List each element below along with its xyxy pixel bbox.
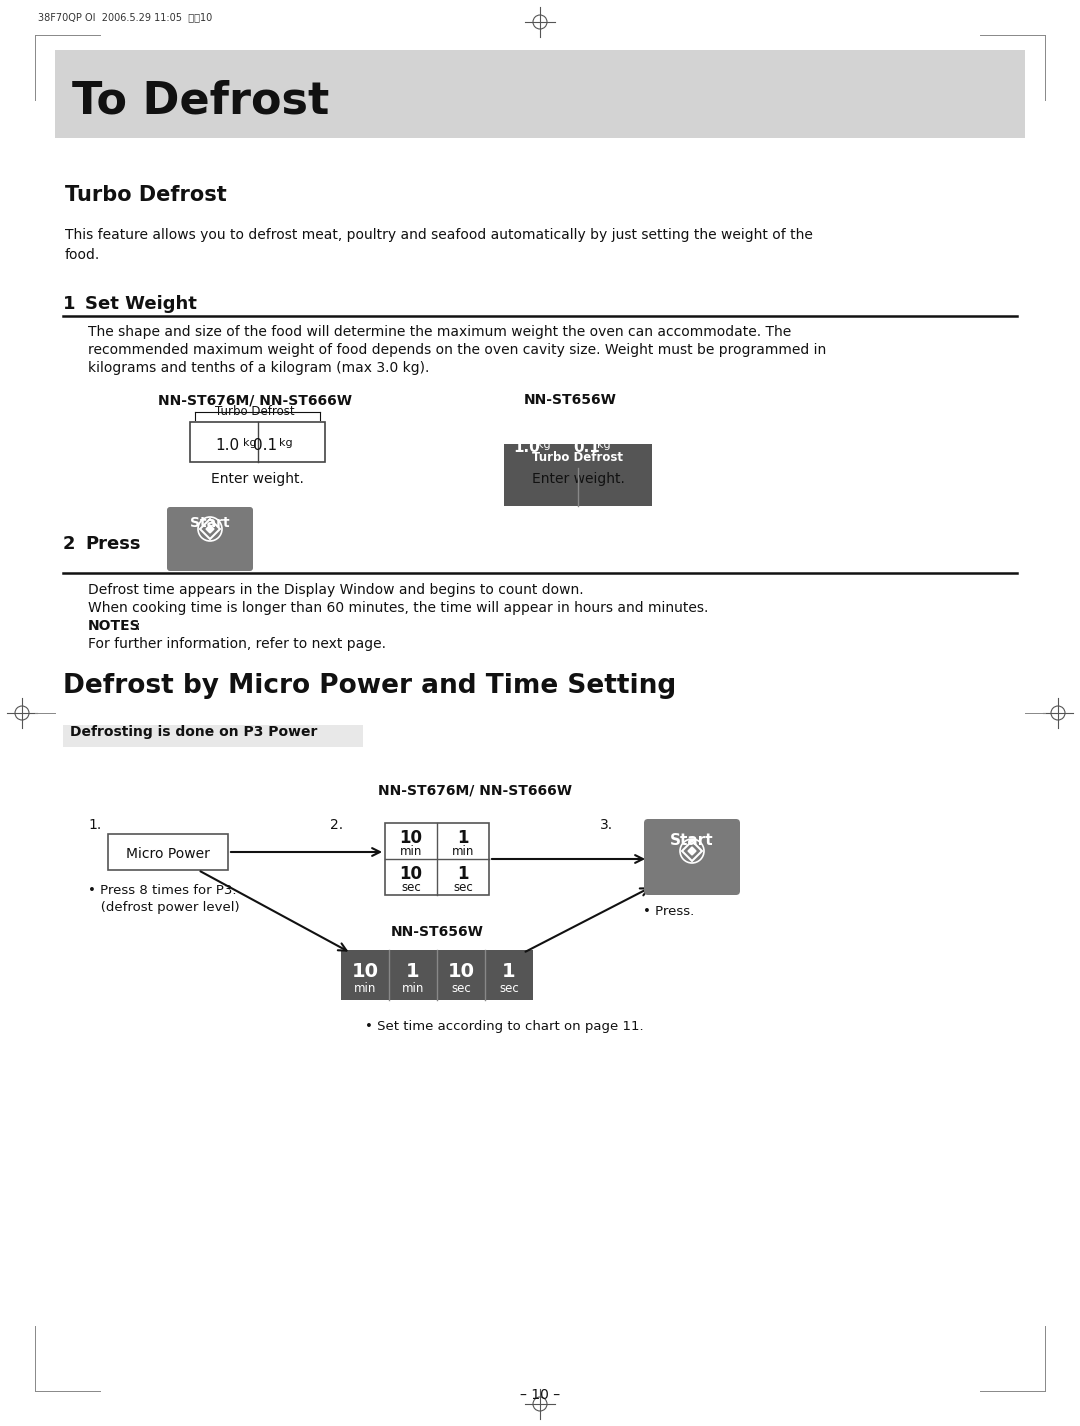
Text: 10: 10 — [400, 829, 422, 847]
Text: (defrost power level): (defrost power level) — [87, 901, 240, 914]
Text: Defrost by Micro Power and Time Setting: Defrost by Micro Power and Time Setting — [63, 673, 676, 699]
Bar — [504, 443, 652, 468]
Text: Enter weight.: Enter weight. — [531, 472, 624, 486]
Text: Press: Press — [85, 535, 140, 553]
Text: 1.0: 1.0 — [514, 441, 540, 455]
Text: 1.: 1. — [87, 819, 102, 831]
Text: Defrosting is done on P3 Power: Defrosting is done on P3 Power — [70, 724, 318, 739]
Text: kg: kg — [279, 438, 292, 448]
Text: 1: 1 — [502, 963, 516, 981]
Text: 1: 1 — [63, 295, 76, 312]
FancyBboxPatch shape — [644, 819, 740, 896]
Bar — [504, 468, 652, 506]
Text: min: min — [400, 846, 422, 858]
Text: Enter weight.: Enter weight. — [211, 472, 303, 486]
Text: Start: Start — [671, 833, 714, 848]
Text: 38F70QP OI  2006.5.29 11:05  页面10: 38F70QP OI 2006.5.29 11:05 页面10 — [38, 11, 213, 21]
Text: kg: kg — [537, 441, 551, 451]
Text: 1: 1 — [457, 866, 469, 883]
Text: kilograms and tenths of a kilogram (max 3.0 kg).: kilograms and tenths of a kilogram (max … — [87, 361, 430, 375]
Text: • Set time according to chart on page 11.: • Set time according to chart on page 11… — [365, 1020, 644, 1032]
Text: min: min — [354, 983, 376, 995]
Text: 2: 2 — [63, 535, 76, 553]
Text: Micro Power: Micro Power — [126, 847, 210, 861]
Text: Turbo Defrost: Turbo Defrost — [65, 185, 227, 205]
Text: Turbo Defrost: Turbo Defrost — [215, 405, 295, 418]
FancyBboxPatch shape — [167, 508, 253, 570]
Text: sec: sec — [454, 881, 473, 894]
Text: – 10 –: – 10 – — [519, 1387, 561, 1402]
Text: To Defrost: To Defrost — [72, 80, 329, 123]
Text: sec: sec — [451, 983, 471, 995]
Bar — [384, 823, 489, 896]
Text: When cooking time is longer than 60 minutes, the time will appear in hours and m: When cooking time is longer than 60 minu… — [87, 600, 708, 615]
Text: 1: 1 — [457, 829, 469, 847]
Text: sec: sec — [499, 983, 518, 995]
Text: 10: 10 — [400, 866, 422, 883]
Text: NN-ST656W: NN-ST656W — [524, 394, 617, 406]
Text: 2.: 2. — [330, 819, 343, 831]
Text: recommended maximum weight of food depends on the oven cavity size. Weight must : recommended maximum weight of food depen… — [87, 344, 826, 356]
Text: For further information, refer to next page.: For further information, refer to next p… — [87, 637, 386, 652]
Text: Turbo Defrost: Turbo Defrost — [532, 451, 623, 463]
Text: food.: food. — [65, 248, 100, 262]
Text: kg: kg — [597, 441, 610, 451]
Text: 0.1: 0.1 — [254, 438, 278, 453]
Text: kg: kg — [243, 438, 256, 448]
Text: This feature allows you to defrost meat, poultry and seafood automatically by ju: This feature allows you to defrost meat,… — [65, 228, 813, 242]
Text: Defrost time appears in the Display Window and begins to count down.: Defrost time appears in the Display Wind… — [87, 583, 583, 597]
Text: Start: Start — [190, 516, 230, 530]
Bar — [108, 834, 228, 870]
Text: 0.1: 0.1 — [573, 441, 600, 455]
Text: 10: 10 — [447, 963, 474, 981]
Bar — [63, 724, 363, 747]
Text: The shape and size of the food will determine the maximum weight the oven can ac: The shape and size of the food will dete… — [87, 325, 792, 339]
Text: • Press 8 times for P3.: • Press 8 times for P3. — [87, 884, 237, 897]
Bar — [341, 950, 534, 1000]
Text: 10: 10 — [351, 963, 378, 981]
Bar — [190, 422, 325, 462]
Text: NN-ST676M/ NN-ST666W: NN-ST676M/ NN-ST666W — [158, 394, 352, 406]
Text: 1.0: 1.0 — [215, 438, 240, 453]
Text: sec: sec — [401, 881, 421, 894]
Text: NN-ST676M/ NN-ST666W: NN-ST676M/ NN-ST666W — [378, 783, 572, 797]
Polygon shape — [688, 847, 696, 856]
Text: NN-ST656W: NN-ST656W — [391, 925, 484, 938]
Text: 1: 1 — [406, 963, 420, 981]
Text: :: : — [135, 619, 139, 633]
Text: NOTES: NOTES — [87, 619, 140, 633]
Text: 3.: 3. — [600, 819, 613, 831]
Text: min: min — [402, 983, 424, 995]
Polygon shape — [206, 525, 214, 533]
Bar — [55, 50, 1025, 138]
Text: • Press.: • Press. — [643, 906, 694, 918]
Text: Set Weight: Set Weight — [85, 295, 197, 312]
Text: min: min — [451, 846, 474, 858]
